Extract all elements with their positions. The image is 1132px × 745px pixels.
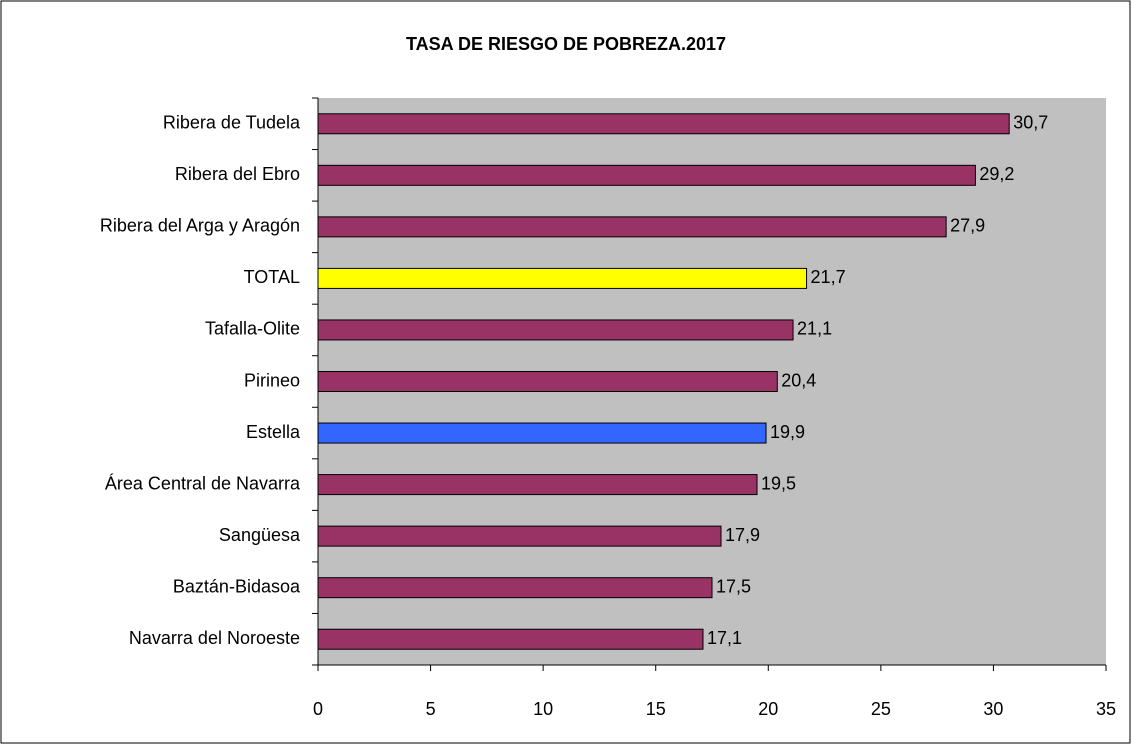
bar [317,267,808,289]
y-tick-label: Ribera del Arga y Aragón [100,216,300,236]
bar [317,525,722,547]
value-label: 19,5 [761,473,796,493]
x-tick-label: 35 [1096,699,1116,719]
value-label: 19,9 [770,422,805,442]
x-tick-label: 0 [313,699,323,719]
value-label: 20,4 [781,370,816,390]
y-tick-label: Baztán-Bidasoa [173,576,301,596]
value-label: 21,7 [811,267,846,287]
value-label: 17,9 [725,525,760,545]
value-label: 17,1 [707,628,742,648]
value-label: 30,7 [1013,113,1048,133]
y-tick-label: Navarra del Noroeste [129,628,300,648]
value-label: 21,1 [797,319,832,339]
value-label: 29,2 [979,164,1014,184]
x-tick-label: 10 [533,699,553,719]
bar [317,164,976,186]
x-tick-label: 30 [983,699,1003,719]
value-label: 27,9 [950,216,985,236]
y-tick-label: Ribera de Tudela [163,113,301,133]
bar [317,319,794,341]
bar [317,474,758,496]
bar [317,371,778,392]
bar [317,577,713,599]
x-tick-label: 5 [426,699,436,719]
y-tick-label: Ribera del Ebro [175,164,300,184]
bar [317,113,1010,135]
y-tick-label: Sangüesa [219,525,301,545]
chart-title: TASA DE RIESGO DE POBREZA.2017 [406,34,726,54]
y-tick-label: Área Central de Navarra [105,473,301,493]
x-tick-label: 25 [871,699,891,719]
bar [317,628,704,650]
x-tick-label: 15 [646,699,666,719]
y-tick-label: Estella [246,422,301,442]
y-tick-label: TOTAL [244,267,300,287]
y-tick-label: Pirineo [244,370,300,390]
x-tick-label: 20 [758,699,778,719]
bar [317,216,947,238]
bar [317,422,767,444]
value-label: 17,5 [716,576,751,596]
y-tick-label: Tafalla-Olite [205,319,300,339]
